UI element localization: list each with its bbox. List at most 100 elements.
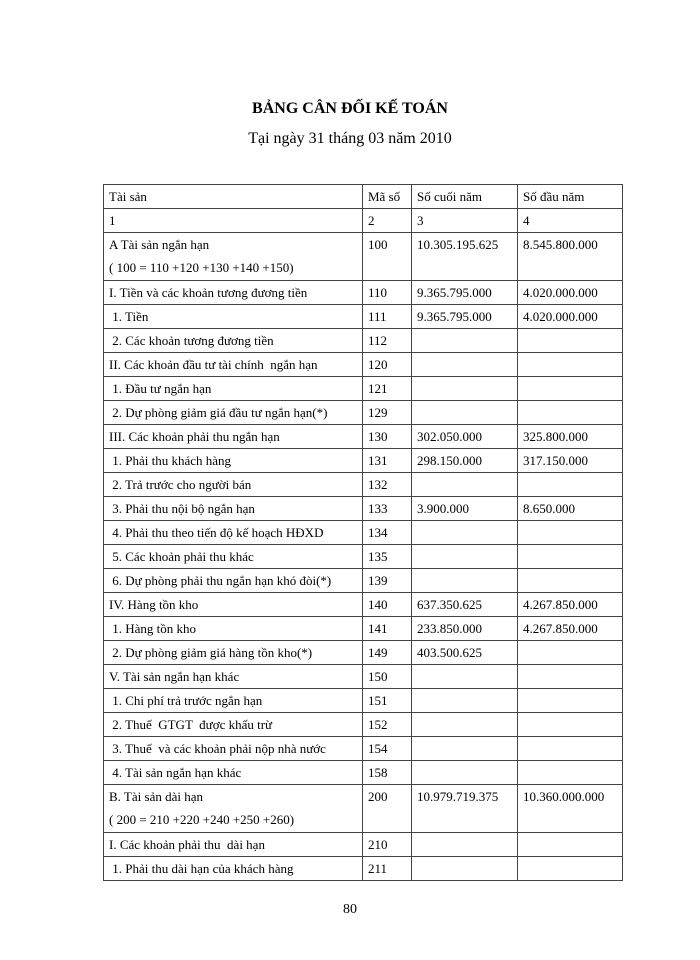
asset-name-cell-text: I. Tiền và các khoản tương đương tiền <box>109 285 308 300</box>
start-of-year-cell: 4.020.000.000 <box>517 304 623 329</box>
table-row: 1. Phải thu dài hạn của khách hàng 211 <box>103 856 623 881</box>
asset-name-cell: 4. Phải thu theo tiến độ kế hoạch HĐXD <box>103 520 363 545</box>
code-cell: 131 <box>362 448 412 473</box>
code-cell-text: 130 <box>368 429 388 444</box>
code-cell-text: 139 <box>368 573 388 588</box>
code-cell-text: 134 <box>368 525 388 540</box>
code-cell: 210 <box>362 832 412 857</box>
asset-name-cell-text: A Tài sản ngắn hạn <box>109 237 210 252</box>
table-row: 6. Dự phòng phải thu ngắn hạn khó đòi(*)… <box>103 568 623 593</box>
end-of-year-cell: 403.500.625 <box>411 640 518 665</box>
code-cell: 130 <box>362 424 412 449</box>
asset-name-cell-text: 1. Chi phí trả trước ngắn hạn <box>109 693 263 708</box>
code-cell: 139 <box>362 568 412 593</box>
end-of-year-cell-text: 233.850.000 <box>417 621 482 636</box>
end-of-year-cell-text: 9.365.795.000 <box>417 309 492 324</box>
start-of-year-cell <box>517 712 623 737</box>
table-row: 4. Tài sản ngắn hạn khác 158 <box>103 760 623 785</box>
code-cell-text: 135 <box>368 549 388 564</box>
end-of-year-cell-text: 3 <box>417 213 424 228</box>
start-of-year-cell-text: 10.360.000.000 <box>523 789 605 804</box>
end-of-year-cell: 637.350.625 <box>411 592 518 617</box>
asset-name-cell-text: 4. Phải thu theo tiến độ kế hoạch HĐXD <box>109 525 324 540</box>
asset-name-cell: 1. Hàng tồn kho <box>103 616 363 641</box>
code-cell: 134 <box>362 520 412 545</box>
table-row: II. Các khoản đầu tư tài chính ngắn hạn 1… <box>103 352 623 377</box>
code-cell: 135 <box>362 544 412 569</box>
end-of-year-cell <box>411 664 518 689</box>
table-row: 1. Phải thu khách hàng 131 298.150.000 317.… <box>103 448 623 473</box>
table-row: 2. Trả trước cho người bán 132 <box>103 472 623 497</box>
asset-name-cell: 3. Thuế và các khoản phải nộp nhà nước <box>103 736 363 761</box>
asset-name-cell-text: 5. Các khoản phải thu khác <box>109 549 254 564</box>
end-of-year-cell-text: 3.900.000 <box>417 501 469 516</box>
start-of-year-cell <box>517 832 623 857</box>
asset-name-cell-text: 2. Dự phòng giảm giá hàng tồn kho(*) <box>109 645 313 660</box>
asset-name-cell-text: II. Các khoản đầu tư tài chính ngắn hạn <box>109 357 318 372</box>
header-asset: Tài sản <box>103 184 363 209</box>
start-of-year-cell <box>517 544 623 569</box>
asset-name-cell: 2. Thuế GTGT được khấu trừ <box>103 712 363 737</box>
code-cell: 111 <box>362 304 412 329</box>
asset-name-cell-text: 1. Đầu tư ngắn hạn <box>109 381 212 396</box>
table-row: 2. Dự phòng giảm giá đầu tư ngắn hạn(*) 1… <box>103 400 623 425</box>
code-cell: 151 <box>362 688 412 713</box>
end-of-year-cell-text: 637.350.625 <box>417 597 482 612</box>
code-cell-text: 111 <box>368 309 387 324</box>
asset-name-cell: III. Các khoản phải thu ngắn hạn <box>103 424 363 449</box>
start-of-year-cell: 8.545.800.000 <box>517 232 623 281</box>
start-of-year-cell <box>517 736 623 761</box>
table-row: 2. Các khoản tương đương tiền 112 <box>103 328 623 353</box>
start-of-year-cell-text: 4.267.850.000 <box>523 621 598 636</box>
code-cell: 132 <box>362 472 412 497</box>
table-row: I. Tiền và các khoản tương đương tiền 110… <box>103 280 623 305</box>
asset-name-cell-text: 1. Phải thu khách hàng <box>109 453 232 468</box>
start-of-year-cell: 4.020.000.000 <box>517 280 623 305</box>
start-of-year-cell <box>517 688 623 713</box>
asset-name-cell: 4. Tài sản ngắn hạn khác <box>103 760 363 785</box>
code-cell-text: 149 <box>368 645 388 660</box>
start-of-year-cell: 325.800.000 <box>517 424 623 449</box>
code-cell-text: 154 <box>368 741 388 756</box>
start-of-year-cell <box>517 472 623 497</box>
code-cell: 141 <box>362 616 412 641</box>
code-cell: 112 <box>362 328 412 353</box>
start-of-year-cell-text: 4.020.000.000 <box>523 309 598 324</box>
end-of-year-cell <box>411 472 518 497</box>
document-subtitle: Tại ngày 31 tháng 03 năm 2010 <box>248 130 452 147</box>
code-cell: 129 <box>362 400 412 425</box>
asset-name-cell-text: 4. Tài sản ngắn hạn khác <box>109 765 242 780</box>
end-of-year-cell-text: 10.305.195.625 <box>417 237 499 252</box>
code-cell: 211 <box>362 856 412 881</box>
asset-name-cell: 6. Dự phòng phải thu ngắn hạn khó đòi(*) <box>103 568 363 593</box>
table-row: B. Tài sản dài hạn ( 200 = 210 +220 +240 … <box>103 784 623 833</box>
asset-name-cell-text: 2. Thuế GTGT được khấu trừ <box>109 717 273 732</box>
asset-name-cell-text: 3. Phải thu nội bộ ngắn hạn <box>109 501 255 516</box>
end-of-year-cell-text: 10.979.719.375 <box>417 789 499 804</box>
code-cell: 154 <box>362 736 412 761</box>
document-title: BẢNG CÂN ĐỐI KẾ TOÁN <box>252 100 448 117</box>
asset-name-cell: 1. Phải thu khách hàng <box>103 448 363 473</box>
table-row: IV. Hàng tồn kho 140 637.350.625 4.267.850.… <box>103 592 623 617</box>
code-cell: 100 <box>362 232 412 281</box>
code-cell: 120 <box>362 352 412 377</box>
asset-name-cell-text: IV. Hàng tồn kho <box>109 597 199 612</box>
end-of-year-cell: 302.050.000 <box>411 424 518 449</box>
start-of-year-cell <box>517 328 623 353</box>
formula-text: ( 200 = 210 +220 +240 +250 +260) <box>109 812 295 827</box>
asset-name-cell-text: B. Tài sản dài hạn <box>109 789 203 804</box>
end-of-year-cell-text: 403.500.625 <box>417 645 482 660</box>
code-cell: 121 <box>362 376 412 401</box>
start-of-year-cell <box>517 376 623 401</box>
end-of-year-cell: 9.365.795.000 <box>411 280 518 305</box>
table-row: I. Các khoản phải thu dài hạn 210 <box>103 832 623 857</box>
table-row: 1. Chi phí trả trước ngắn hạn 151 <box>103 688 623 713</box>
asset-name-cell: I. Các khoản phải thu dài hạn <box>103 832 363 857</box>
code-cell-text: 132 <box>368 477 388 492</box>
start-of-year-cell-text: 8.545.800.000 <box>523 237 598 252</box>
table-row: 1. Hàng tồn kho 141 233.850.000 4.267.850.0… <box>103 616 623 641</box>
end-of-year-cell <box>411 760 518 785</box>
code-cell-text: 110 <box>368 285 388 300</box>
code-cell: 158 <box>362 760 412 785</box>
